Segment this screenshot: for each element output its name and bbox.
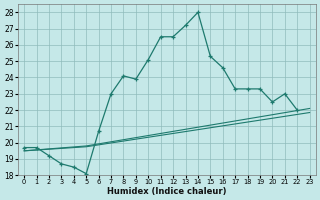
X-axis label: Humidex (Indice chaleur): Humidex (Indice chaleur) [107, 187, 227, 196]
